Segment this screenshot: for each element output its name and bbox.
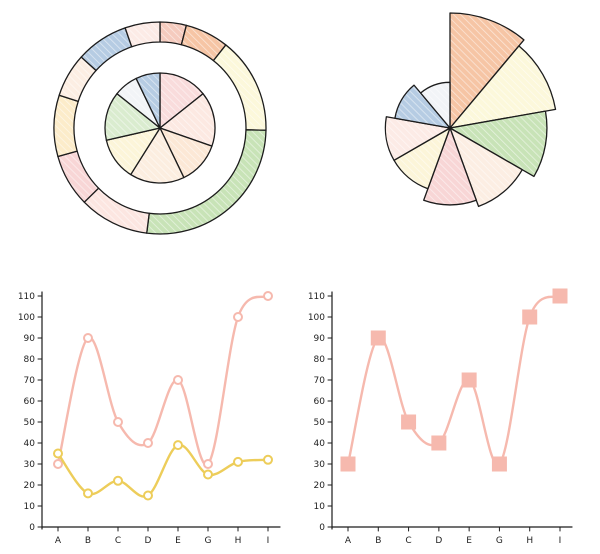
outer-ring-slice-6 — [53, 94, 79, 158]
y-tick-label: 10 — [314, 502, 326, 512]
y-tick-label: 80 — [314, 355, 326, 365]
data-point — [53, 448, 63, 459]
data-point — [233, 312, 243, 322]
data-point — [491, 456, 507, 472]
x-tick-label: G — [496, 536, 503, 546]
y-tick-label: 10 — [24, 502, 36, 512]
x-tick-label: C — [405, 536, 411, 546]
y-tick-label: 90 — [24, 334, 36, 344]
y-tick-label: 100 — [308, 313, 325, 323]
polar-slice-0 — [449, 12, 525, 129]
outer-ring-slice-0 — [159, 21, 188, 46]
y-tick-label: 110 — [308, 292, 325, 302]
y-tick-label: 60 — [24, 397, 36, 407]
outer-ring-slice-3 — [146, 129, 267, 235]
x-tick-label: E — [466, 536, 472, 546]
polar-slice-4 — [423, 127, 477, 206]
data-point — [552, 288, 568, 304]
y-tick-label: 70 — [24, 376, 36, 386]
polar-slice-3 — [449, 127, 523, 208]
data-point — [340, 456, 356, 472]
y-tick-label: 60 — [314, 397, 326, 407]
outer-ring-slice-9 — [124, 21, 161, 48]
data-point — [113, 475, 123, 486]
y-tick-label: 20 — [314, 481, 326, 491]
outer-ring-slice-5 — [57, 150, 100, 203]
data-point — [53, 459, 63, 469]
outer-ring-slice-4 — [83, 187, 150, 234]
inner-pie-slice-5 — [104, 93, 161, 141]
x-tick-label: D — [145, 536, 152, 546]
inner-pie-slice-1 — [159, 93, 216, 147]
y-tick-label: 70 — [314, 376, 326, 386]
y-tick-label: 30 — [314, 460, 326, 470]
data-point — [461, 372, 477, 388]
outer-ring-slice-2 — [212, 44, 267, 131]
x-tick-label: H — [526, 536, 533, 546]
data-point — [83, 488, 93, 499]
data-point — [173, 375, 183, 385]
data-point — [83, 333, 93, 343]
x-tick-label: B — [85, 536, 91, 546]
data-point — [203, 459, 213, 469]
data-point — [401, 414, 417, 430]
x-tick-label: C — [115, 536, 121, 546]
y-tick-label: 0 — [29, 523, 35, 533]
polar-slice-1 — [449, 45, 557, 129]
data-point — [143, 490, 153, 501]
outer-ring-slice-8 — [80, 27, 133, 72]
inner-pie-slice-7 — [135, 72, 161, 129]
y-tick-label: 100 — [18, 313, 35, 323]
y-tick-label: 50 — [314, 418, 326, 428]
x-tick-label: E — [175, 536, 181, 546]
polar-slice-7 — [394, 84, 451, 129]
polar-slice-8 — [419, 81, 451, 129]
x-tick-label: I — [559, 536, 562, 546]
data-point — [263, 291, 273, 301]
polar-slice-6 — [384, 116, 451, 161]
y-tick-label: 0 — [319, 523, 325, 533]
data-point — [431, 435, 447, 451]
x-tick-label: D — [435, 536, 442, 546]
data-point — [370, 330, 386, 346]
data-point — [522, 309, 538, 325]
data-point — [233, 456, 243, 467]
nested-donut-chart — [53, 21, 267, 235]
y-tick-label: 40 — [314, 439, 326, 449]
data-point — [113, 417, 123, 427]
x-tick-label: A — [55, 536, 62, 546]
data-point — [263, 454, 273, 465]
x-tick-label: I — [267, 536, 270, 546]
x-tick-label: B — [375, 536, 381, 546]
polar-slice-2 — [449, 110, 548, 178]
y-tick-label: 30 — [24, 460, 36, 470]
line-chart-one-series: 0 10 20 30 40 50 60 70 80 90 100 110 A B C D E G H I — [308, 288, 573, 546]
x-tick-label: G — [205, 536, 212, 546]
y-tick-label: 40 — [24, 439, 36, 449]
inner-pie-slice-3 — [130, 127, 185, 184]
y-tick-label: 50 — [24, 418, 36, 428]
data-point — [173, 440, 183, 451]
x-tick-label: A — [345, 536, 352, 546]
line-chart-two-series: 0 10 20 30 40 50 60 70 80 90 100 110 A B C D E G H I — [18, 291, 281, 546]
y-tick-label: 20 — [24, 481, 36, 491]
y-tick-label: 80 — [24, 355, 36, 365]
polar-area-chart — [384, 12, 557, 208]
y-tick-label: 110 — [18, 292, 35, 302]
data-point — [203, 469, 213, 480]
data-point — [143, 438, 153, 448]
x-tick-label: H — [235, 536, 242, 546]
y-tick-label: 90 — [314, 334, 326, 344]
